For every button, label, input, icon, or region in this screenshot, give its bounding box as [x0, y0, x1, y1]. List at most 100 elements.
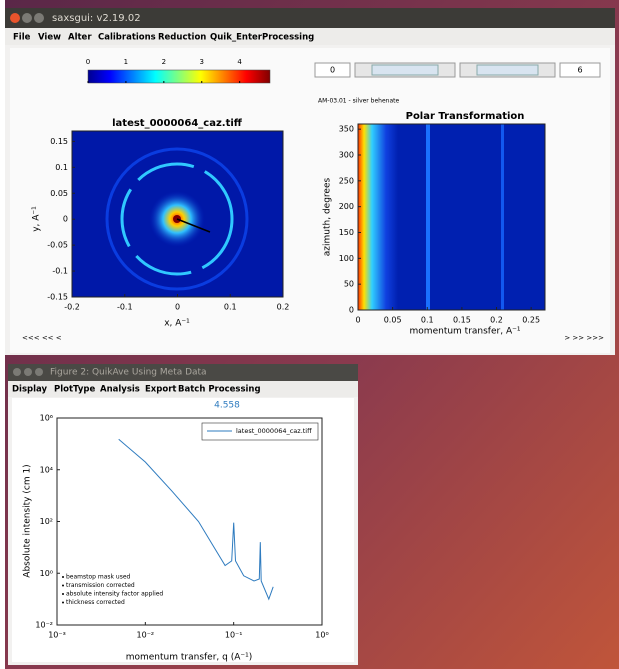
nav-forward[interactable]: > >> >>> [564, 334, 604, 342]
colorbar-tick-label: 4 [237, 58, 242, 66]
plot-title: Polar Transformation [406, 111, 525, 122]
x-tick-label: 0.05 [384, 316, 402, 325]
menu-item[interactable]: Reduction [158, 33, 206, 43]
x-tick-label: 0.1 [421, 316, 434, 325]
y-tick-label: 0.15 [50, 137, 68, 146]
y-label: y, A⁻¹ [32, 206, 42, 232]
y-tick-label: -0.15 [47, 293, 68, 302]
title-bar [5, 8, 615, 28]
colorbar-tick-label: 3 [200, 58, 204, 66]
legend [201, 422, 319, 441]
menu-bar [5, 28, 615, 45]
window-title: saxsgui: v2.19.02 [52, 13, 141, 24]
y-tick-label: 0.05 [50, 189, 68, 198]
note: absolute intensity factor applied [66, 591, 163, 598]
menu-item[interactable]: Alter [68, 33, 92, 43]
x-tick-label: 0.15 [453, 316, 471, 325]
menu-item[interactable]: Processing [262, 33, 314, 43]
y-tick-label: 100 [339, 254, 354, 263]
y-tick-label: 350 [339, 125, 354, 134]
x-tick-label: -0.1 [117, 303, 133, 312]
x-label: momentum transfer, A⁻¹ [410, 327, 521, 337]
maximize-button[interactable] [34, 13, 44, 23]
menu-item[interactable]: Display [12, 385, 48, 395]
colorbar-tick-label: 1 [124, 58, 128, 66]
y-tick-label: -0.1 [52, 267, 68, 276]
slider-thumb[interactable] [476, 64, 539, 76]
menu-item[interactable]: File [13, 33, 31, 43]
x-label: momentum transfer, q (A⁻¹) [126, 653, 253, 663]
y-tick-label: 250 [339, 176, 354, 185]
axes-frame [357, 123, 546, 311]
window-main: saxsgui: v2.19.02 0 6 AM-03.01 - silver … [5, 8, 615, 355]
axes-frame [56, 417, 323, 626]
y-tick-label: 0 [349, 306, 354, 315]
minimize-button[interactable] [24, 368, 32, 376]
polar-band [426, 124, 430, 310]
colorbar-tick-label: 2 [162, 58, 166, 66]
beamstop-arm [176, 218, 211, 233]
x-tick-label: 0 [175, 303, 180, 312]
y-label: azimuth, degrees [323, 177, 333, 256]
menu-item[interactable]: Analysis [100, 385, 140, 395]
x-tick-label: 0.2 [277, 303, 290, 312]
slider-thumb[interactable] [371, 64, 439, 76]
x-tick-label: 10⁻² [137, 631, 155, 640]
minimize-button[interactable] [22, 13, 32, 23]
input-value: 6 [577, 66, 582, 75]
colorbar-tick-label: 0 [86, 58, 90, 66]
y-tick-label: 0.1 [55, 163, 68, 172]
menu-item[interactable]: Batch Processing [178, 385, 261, 395]
x-tick-label: 0.2 [490, 316, 503, 325]
y-tick-label: -0.05 [47, 241, 68, 250]
close-button[interactable] [10, 13, 20, 23]
window-figure: Figure 2: QuikAve Using Meta Data 4.558 … [8, 364, 358, 665]
y-tick-label: 10⁻² [35, 621, 53, 630]
input-box[interactable] [314, 62, 351, 78]
menu-item[interactable]: View [38, 33, 61, 43]
x-label: x, A⁻¹ [164, 319, 190, 329]
y-tick-label: 300 [339, 151, 354, 160]
legend-label: latest_0000064_caz.tiff [236, 427, 312, 435]
y-tick-label: 10⁶ [40, 414, 53, 423]
readout: 4.558 [214, 401, 240, 411]
x-tick-label: 0.25 [522, 316, 540, 325]
note: thickness corrected [66, 599, 125, 606]
x-tick-label: -0.2 [64, 303, 80, 312]
colorbar [87, 69, 271, 84]
nav-back[interactable]: <<< << < [22, 334, 62, 342]
data-line [118, 438, 274, 601]
window-title: Figure 2: QuikAve Using Meta Data [50, 368, 207, 378]
close-button[interactable] [13, 368, 21, 376]
sample-label: AM-03.01 - silver behenate [318, 98, 400, 105]
y-tick-label: 10⁴ [40, 465, 53, 474]
y-tick-label: 50 [344, 280, 354, 289]
x-tick-label: 10⁰ [315, 631, 328, 640]
menu-bar [8, 381, 358, 397]
menu-item[interactable]: Quik_Enter [210, 33, 263, 43]
maximize-button[interactable] [35, 368, 43, 376]
x-tick-label: 10⁻¹ [225, 631, 243, 640]
menu-item[interactable]: Calibrations [98, 33, 156, 43]
y-tick-label: 0 [63, 215, 68, 224]
y-tick-label: 200 [339, 202, 354, 211]
title-bar [8, 364, 358, 381]
x-tick-label: 10⁻³ [48, 631, 66, 640]
polar-band [501, 124, 504, 310]
y-tick-label: 150 [339, 228, 354, 237]
polar-band [358, 124, 398, 310]
note-bullet [62, 584, 64, 587]
input-box[interactable] [559, 62, 601, 78]
note-bullet [62, 576, 64, 578]
note: beamstop mask used [66, 574, 131, 581]
note-bullet [62, 601, 64, 604]
y-tick-label: 10⁰ [40, 569, 53, 578]
x-tick-label: 0.1 [224, 303, 237, 312]
note: transmission corrected [66, 582, 135, 589]
menu-item[interactable]: PlotType [54, 385, 95, 395]
menu-item[interactable]: Export [145, 385, 176, 395]
ring [120, 162, 234, 276]
note-bullet [62, 593, 64, 595]
